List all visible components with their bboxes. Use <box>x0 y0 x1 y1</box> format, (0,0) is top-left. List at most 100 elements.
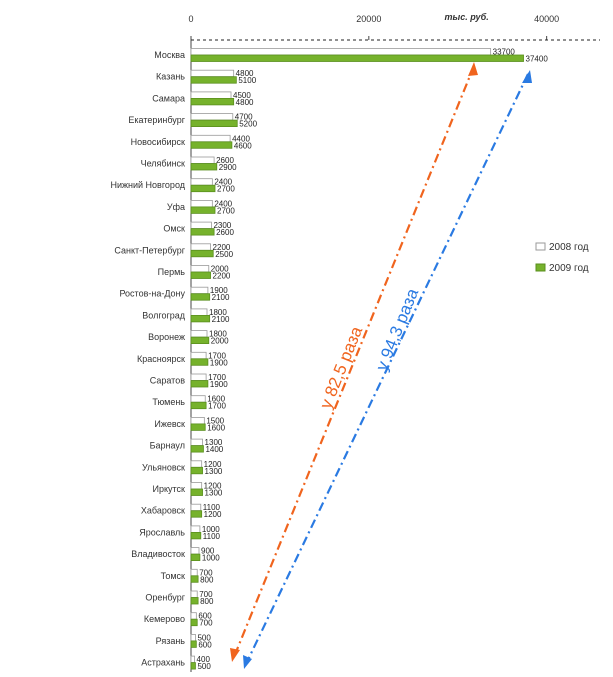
x-tick-label: 40000 <box>534 14 559 24</box>
bar-2009 <box>190 662 196 670</box>
bar-2008 <box>190 134 231 143</box>
value-label-2009: 2600 <box>216 228 234 237</box>
value-label-2009: 37400 <box>526 55 549 64</box>
legend: 2008 год 2009 год <box>535 242 589 274</box>
bar-2009 <box>190 532 202 540</box>
value-label-2009: 2200 <box>213 272 231 281</box>
bar-2008 <box>190 199 213 208</box>
bar-2008 <box>190 525 201 533</box>
bar-2009 <box>190 488 203 496</box>
bar-2009 <box>190 380 209 388</box>
bar-2009 <box>190 336 210 345</box>
bar-2009 <box>190 445 204 453</box>
x-tick-label: 20000 <box>356 14 381 24</box>
bar-2008 <box>190 568 198 577</box>
value-label-2008: 1300 <box>205 438 223 447</box>
bar-2009 <box>190 206 216 214</box>
value-label-2008: 2400 <box>214 199 232 208</box>
value-label-2009: 800 <box>200 597 214 606</box>
value-label-2008: 4400 <box>232 134 250 143</box>
bar-2009 <box>190 54 524 62</box>
bar-2008 <box>190 286 209 295</box>
bar-2009 <box>190 553 201 561</box>
value-label-2009: 2700 <box>217 206 235 215</box>
category-label: Ульяновск <box>142 462 185 472</box>
bar-2008 <box>190 91 232 99</box>
bar-2008 <box>190 547 200 555</box>
top-axis-label: тыс. руб. <box>445 12 489 22</box>
value-label-2008: 1100 <box>203 503 221 512</box>
bar-2009 <box>190 423 206 431</box>
value-label-2009: 5100 <box>238 76 256 85</box>
value-label-2009: 1400 <box>205 445 223 454</box>
category-label: Волгоград <box>142 310 185 320</box>
bar-2008 <box>190 503 202 512</box>
bar-2009 <box>190 358 209 366</box>
bar-2008 <box>190 308 208 316</box>
value-label-2008: 1800 <box>209 330 227 339</box>
value-label-2008: 500 <box>197 633 211 642</box>
value-label-2009: 1300 <box>205 489 223 498</box>
value-labels: 3370037400480051004500480047005200440046… <box>197 48 549 672</box>
bar-2008 <box>190 48 492 56</box>
category-label: Астрахань <box>141 658 185 668</box>
bar-2009 <box>190 76 237 84</box>
value-label-2008: 2200 <box>213 243 231 252</box>
value-label-2009: 1600 <box>207 423 225 432</box>
bar-2008 <box>190 69 235 78</box>
category-label: Владивосток <box>131 549 185 559</box>
blue-arrowhead-bottom <box>243 655 252 669</box>
legend-label-2009: 2009 год <box>549 263 589 274</box>
category-label: Омск <box>163 224 185 234</box>
bars <box>190 48 524 670</box>
value-label-2008: 600 <box>198 612 212 621</box>
value-label-2008: 700 <box>199 568 213 577</box>
value-label-2009: 1900 <box>210 358 228 367</box>
orange-arrowhead-bottom <box>230 648 240 662</box>
bar-2009 <box>190 510 203 518</box>
blue-arrowhead-top <box>522 70 532 83</box>
x-tick-label: 0 <box>188 14 193 24</box>
value-label-2008: 4800 <box>236 69 254 78</box>
category-labels: Москва Казань Самара Екатеринбург Новосибирс… <box>110 50 185 668</box>
value-label-2008: 2600 <box>216 156 234 165</box>
orange-arrowhead-top <box>468 62 478 76</box>
category-label: Москва <box>154 50 185 60</box>
bar-2008 <box>190 330 208 338</box>
value-label-2008: 1800 <box>209 308 227 317</box>
value-label-2009: 2500 <box>215 250 233 259</box>
value-label-2008: 1600 <box>207 395 225 404</box>
bar-2008 <box>190 373 207 381</box>
category-label: Нижний Новгород <box>110 180 185 190</box>
value-label-2008: 1200 <box>204 460 222 469</box>
bar-2008 <box>190 460 203 468</box>
bar-2008 <box>190 156 215 164</box>
bar-2008 <box>190 243 211 251</box>
value-label-2008: 2000 <box>211 265 229 274</box>
legend-label-2008: 2008 год <box>549 242 589 253</box>
value-label-2009: 1300 <box>205 467 223 476</box>
bar-2008 <box>190 416 205 425</box>
bar-2009 <box>190 271 211 279</box>
bar-2009 <box>190 184 216 193</box>
category-label: Пермь <box>158 267 186 277</box>
category-label: Ижевск <box>154 419 185 429</box>
bar-2009 <box>190 98 235 106</box>
category-label: Екатеринбург <box>128 115 185 125</box>
category-label: Ростов-на-Дону <box>119 289 185 299</box>
bar-2009 <box>190 575 199 583</box>
category-label: Ярославль <box>139 527 185 537</box>
value-label-2008: 1700 <box>208 351 226 360</box>
bar-2009 <box>190 618 198 627</box>
value-label-2009: 4600 <box>234 141 252 150</box>
bar-2008 <box>190 634 196 642</box>
category-label: Уфа <box>167 202 185 212</box>
category-label: Санкт-Петербург <box>114 245 185 255</box>
value-label-2008: 1200 <box>204 482 222 491</box>
value-label-2008: 1000 <box>202 525 220 534</box>
bar-2008 <box>190 590 198 598</box>
value-label-2008: 400 <box>197 655 211 664</box>
bar-2008 <box>190 221 212 230</box>
value-label-2008: 4700 <box>235 113 253 122</box>
category-label: Воронеж <box>148 332 185 342</box>
